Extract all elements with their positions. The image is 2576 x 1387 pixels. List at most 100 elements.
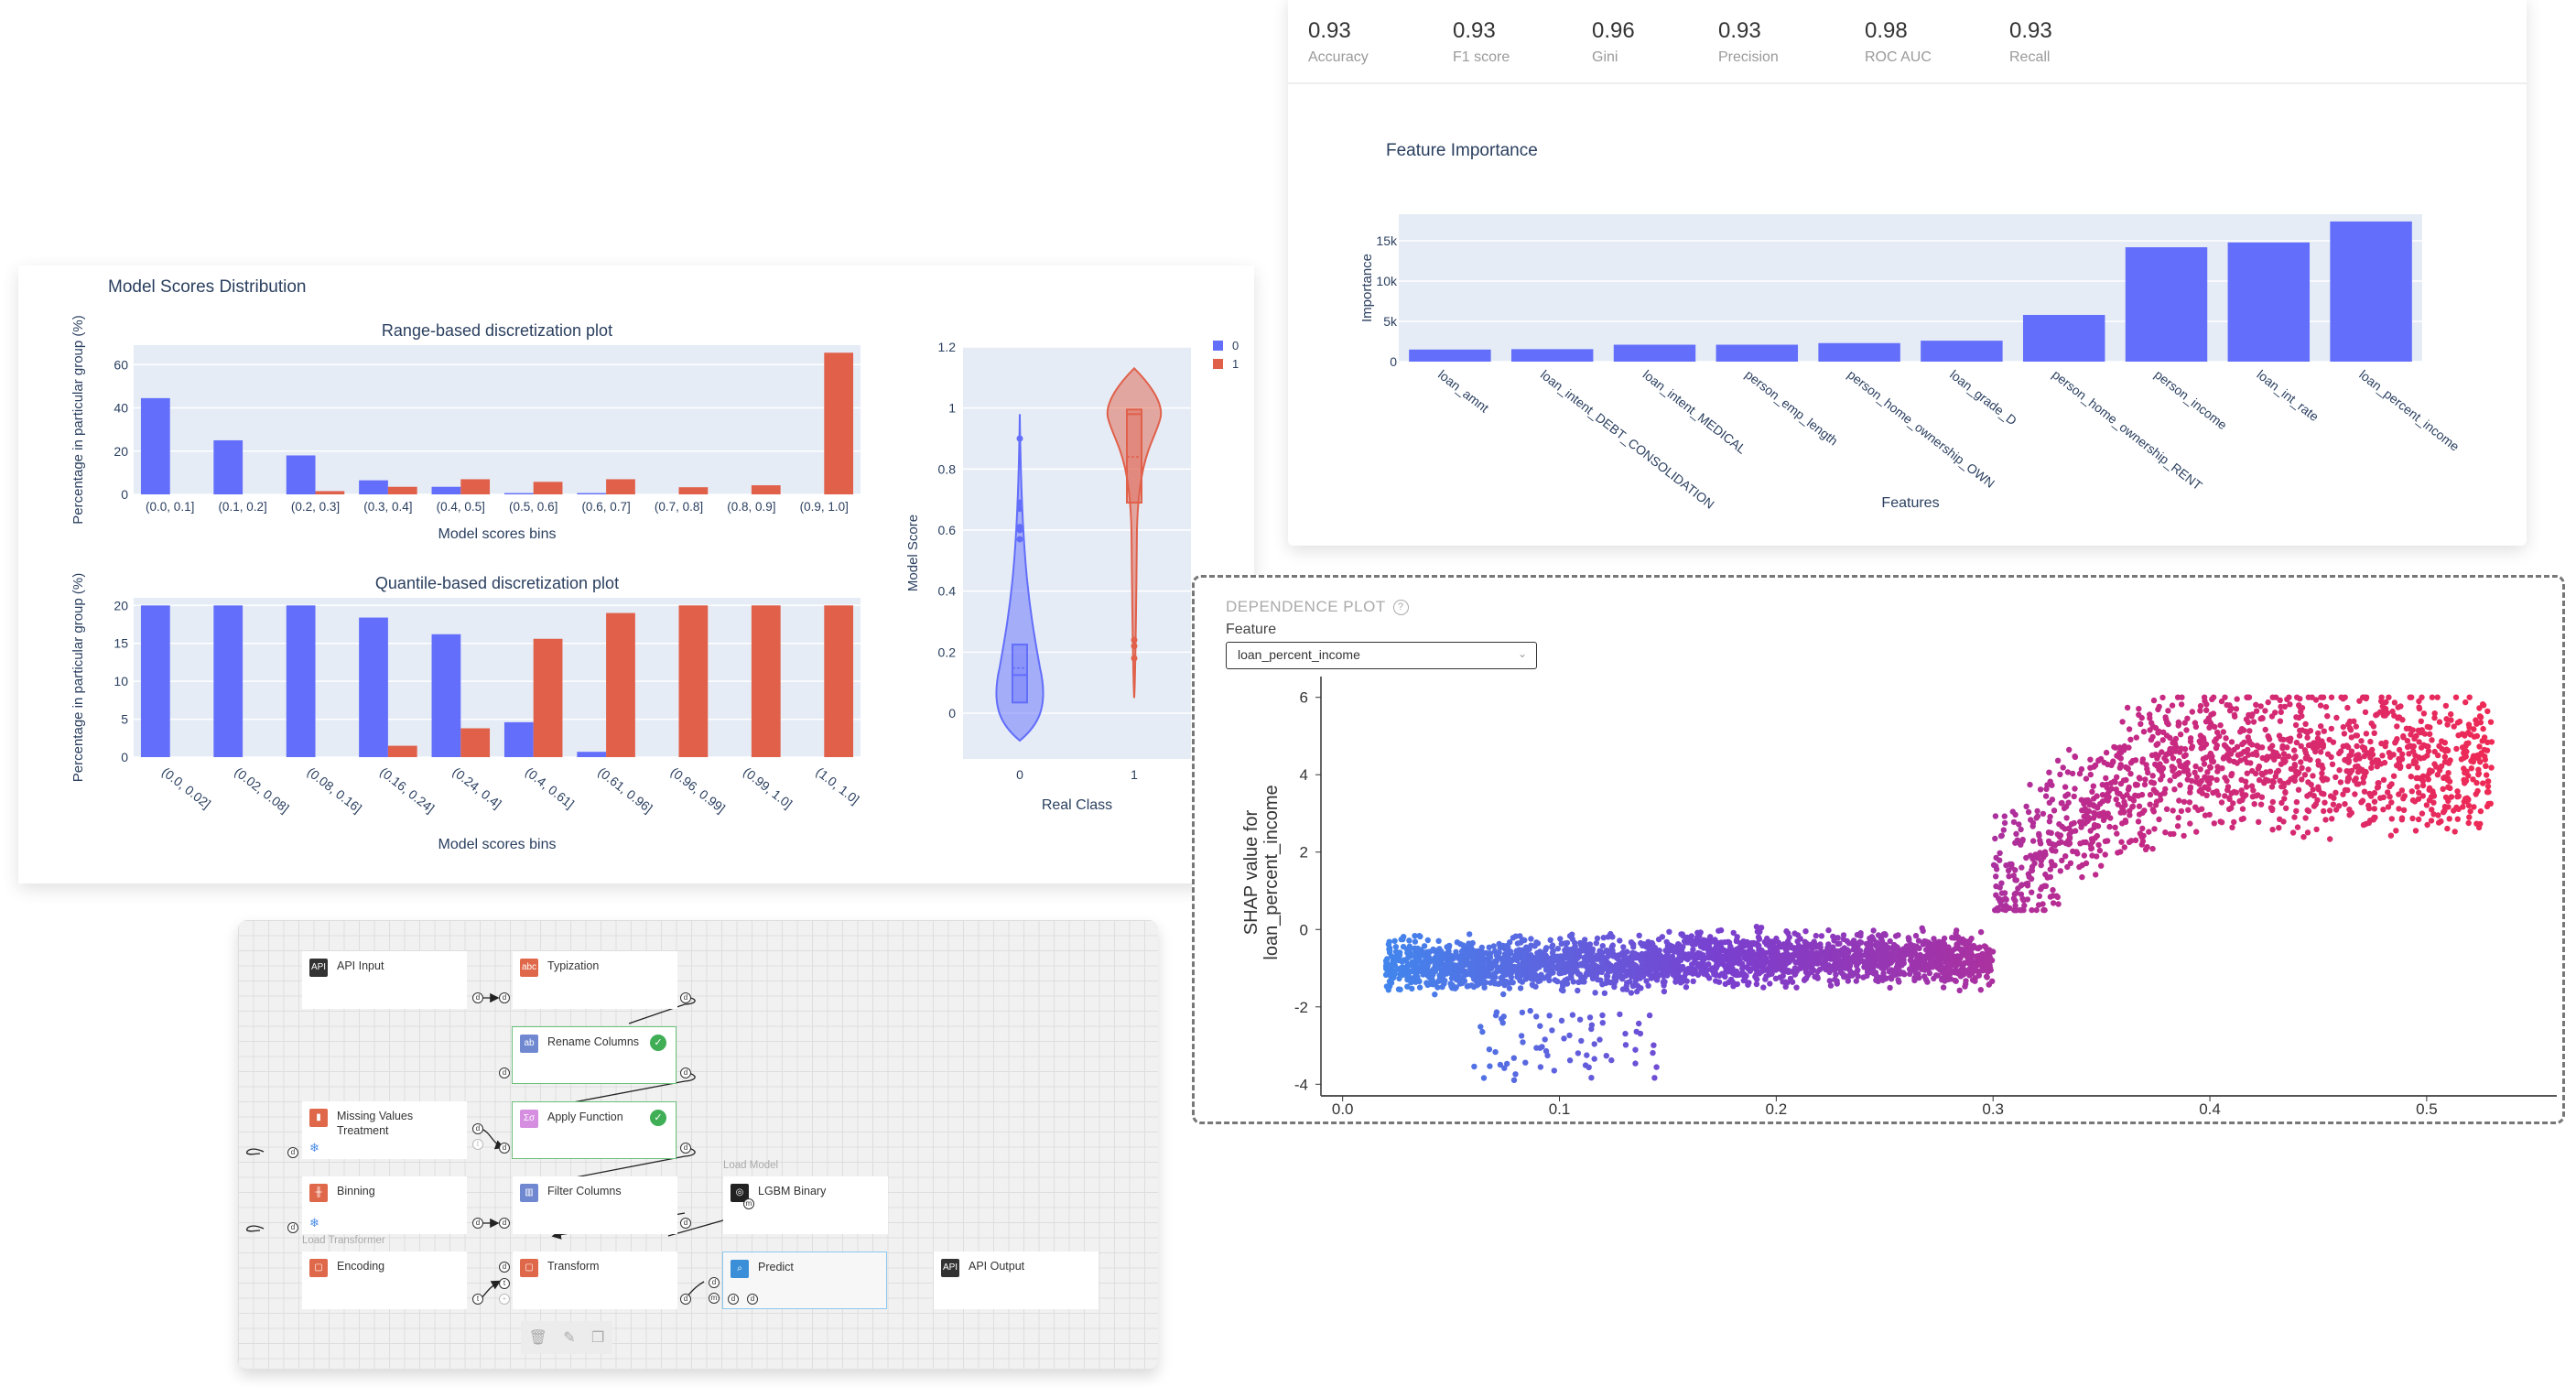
y-tick: 60 <box>114 357 128 372</box>
model-scores-charts: Model Scores Distribution 0 20 40 60 (0.0, 0… <box>70 277 1239 852</box>
node-typization[interactable]: abc Typization <box>513 951 677 1009</box>
output-port[interactable]: d <box>680 992 691 1003</box>
node-missing-values[interactable]: ▮ Missing Values Treatment ❄ <box>302 1101 467 1159</box>
input-port[interactable]: d <box>287 1147 298 1158</box>
bar <box>1818 342 1900 362</box>
legend-label[interactable]: 0 <box>1232 339 1239 352</box>
bar <box>533 482 563 494</box>
bar <box>606 612 635 757</box>
output-port[interactable]: d <box>680 1294 691 1305</box>
metric-value: 0.93 <box>2009 18 2052 43</box>
x-tick: (0.99, 1.0] <box>741 764 796 811</box>
add-port[interactable]: + <box>499 1294 510 1305</box>
transformer-input-port[interactable]: t <box>499 1278 510 1289</box>
x-tick: 0 <box>1016 767 1023 782</box>
node-apply-function[interactable]: Σσ Apply Function ✓ <box>512 1101 676 1159</box>
node-label: Filter Columns <box>547 1185 622 1197</box>
transformer-output-port[interactable]: t <box>472 1294 483 1305</box>
node-api-output[interactable]: API API Output <box>934 1252 1099 1309</box>
model-input-port[interactable]: m <box>709 1293 720 1304</box>
bar <box>2330 221 2412 362</box>
metric-label: F1 score <box>1453 49 1510 65</box>
x-tick: (0.4, 0.5] <box>437 500 485 514</box>
node-encoding[interactable]: ▢ Encoding <box>302 1252 467 1309</box>
input-port[interactable]: d <box>499 1218 510 1229</box>
x-tick: (0.1, 0.2] <box>218 500 266 514</box>
help-icon[interactable]: ? <box>1392 600 1409 616</box>
node-rename-columns[interactable]: ab Rename Columns ✓ <box>512 1026 676 1084</box>
y-tick: 0 <box>948 706 956 721</box>
bar <box>460 728 491 757</box>
x-tick: (0.9, 1.0] <box>800 500 849 514</box>
y-tick: 0.2 <box>938 645 957 659</box>
input-port[interactable]: d <box>747 1294 758 1305</box>
y-tick: 0 <box>121 487 128 502</box>
function-icon: Σσ <box>520 1110 538 1128</box>
x-tick: loan_int_rate <box>2254 367 2322 425</box>
trash-icon[interactable]: 🗑 <box>528 1330 547 1346</box>
output-port[interactable]: d <box>680 1218 691 1229</box>
input-port[interactable]: d <box>287 1222 298 1233</box>
api-icon: API <box>941 1259 959 1277</box>
y-tick: 20 <box>114 598 128 612</box>
edit-icon[interactable]: ✎ <box>563 1330 576 1346</box>
y-tick: 0.8 <box>938 461 957 476</box>
model-output-port[interactable]: m <box>743 1198 754 1209</box>
violin-class-0 <box>995 414 1044 742</box>
bar <box>315 491 345 494</box>
metric-value: 0.96 <box>1592 18 1635 43</box>
y-tick: 4 <box>1300 766 1308 784</box>
legend-label[interactable]: 1 <box>1232 357 1239 371</box>
metrics-row: 0.93 Accuracy 0.93 F1 score 0.96 Gini 0.93 P… <box>1308 18 2101 66</box>
node-label: Transform <box>547 1260 600 1273</box>
bar <box>387 486 417 494</box>
feature-select[interactable]: loan_percent_income ⌄ <box>1226 642 1537 669</box>
duplicate-icon[interactable]: ❐ <box>591 1330 605 1346</box>
metric-gini: 0.96 Gini <box>1592 18 1718 66</box>
input-port[interactable]: d <box>499 1143 510 1154</box>
input-port[interactable]: d <box>499 992 510 1003</box>
x-tick: (0.3, 0.4] <box>363 500 412 514</box>
node-transform[interactable]: ▢ Transform <box>513 1252 677 1309</box>
output-port[interactable]: d <box>472 1123 483 1134</box>
metric-value: 0.98 <box>1865 18 1908 43</box>
output-port[interactable]: d <box>499 1067 510 1078</box>
bar <box>577 493 607 494</box>
bar <box>1409 349 1491 362</box>
bar <box>678 605 709 757</box>
x-tick: (0.61, 0.96] <box>595 764 655 816</box>
y-tick: 2 <box>1300 844 1308 861</box>
binning-icon: ╫ <box>309 1184 328 1202</box>
output-port[interactable]: d <box>680 1067 691 1078</box>
y-tick: 10 <box>114 674 128 688</box>
node-label: API Output <box>969 1260 1025 1273</box>
y-tick: -4 <box>1294 1076 1308 1093</box>
snowflake-icon: ❄ <box>309 1141 319 1154</box>
x-tick: loan_intent_DEBT_CONSOLIDATION <box>1538 367 1717 512</box>
pipeline-canvas[interactable]: API API Input abc Typization ab Rename Colu… <box>238 920 1158 1369</box>
bar <box>1921 341 2003 362</box>
output-port[interactable]: d <box>472 1218 483 1229</box>
node-filter-columns[interactable]: ▥ Filter Columns <box>513 1176 677 1234</box>
output-port[interactable]: d <box>728 1294 739 1305</box>
model-scores-card: Model Scores Distribution 0 20 40 60 (0.0, 0… <box>18 265 1254 883</box>
input-port[interactable]: d <box>499 1262 510 1273</box>
output-port[interactable]: d <box>680 1143 691 1154</box>
chart-title: Feature Importance <box>1386 141 1538 160</box>
node-binning[interactable]: ╫ Binning ❄ <box>302 1176 467 1234</box>
node-label: Encoding <box>337 1260 385 1273</box>
x-tick: 0.5 <box>2416 1100 2438 1118</box>
bar <box>387 745 417 757</box>
scatter-points <box>1382 694 2495 1083</box>
typization-icon: abc <box>520 959 538 977</box>
y-axis-label: Percentage in particular group (%) <box>70 315 86 524</box>
x-tick: 0.4 <box>2199 1100 2221 1118</box>
node-api-input[interactable]: API API Input <box>302 951 467 1009</box>
output-port[interactable]: d <box>472 992 483 1003</box>
check-icon: ✓ <box>650 1035 666 1051</box>
input-port[interactable]: d <box>709 1277 720 1288</box>
bar <box>533 638 563 757</box>
x-tick: (0.16, 0.24] <box>377 764 438 816</box>
x-axis-label: Real Class <box>1042 797 1112 813</box>
transformer-port[interactable]: t <box>472 1139 483 1150</box>
